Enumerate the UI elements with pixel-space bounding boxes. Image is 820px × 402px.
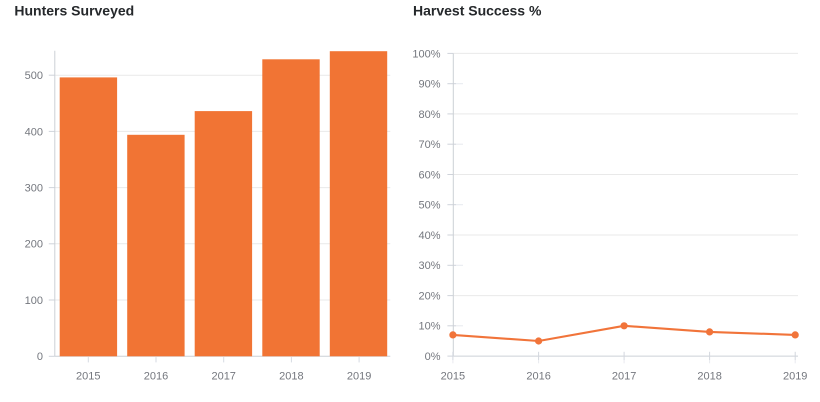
- svg-text:2018: 2018: [279, 370, 303, 382]
- svg-text:0%: 0%: [425, 351, 441, 363]
- svg-text:2015: 2015: [441, 370, 465, 382]
- svg-text:0: 0: [37, 351, 43, 363]
- svg-text:2017: 2017: [211, 370, 235, 382]
- svg-text:2015: 2015: [76, 370, 100, 382]
- svg-text:20%: 20%: [418, 291, 440, 303]
- svg-text:40%: 40%: [418, 230, 440, 242]
- svg-text:50%: 50%: [418, 200, 440, 212]
- svg-text:100: 100: [25, 295, 43, 307]
- svg-text:60%: 60%: [418, 169, 440, 181]
- svg-text:2016: 2016: [526, 370, 550, 382]
- svg-text:70%: 70%: [418, 139, 440, 151]
- svg-text:30%: 30%: [418, 260, 440, 272]
- svg-text:2018: 2018: [697, 370, 721, 382]
- svg-text:2017: 2017: [612, 370, 636, 382]
- svg-text:100%: 100%: [412, 48, 440, 60]
- svg-text:Harvest Success %: Harvest Success %: [413, 3, 542, 19]
- svg-text:10%: 10%: [418, 321, 440, 333]
- svg-text:2019: 2019: [783, 370, 807, 382]
- svg-text:2016: 2016: [144, 370, 168, 382]
- svg-text:80%: 80%: [418, 109, 440, 121]
- svg-text:Hunters Surveyed: Hunters Surveyed: [14, 3, 134, 19]
- svg-text:400: 400: [25, 126, 43, 138]
- svg-text:90%: 90%: [418, 79, 440, 91]
- svg-text:500: 500: [25, 70, 43, 82]
- svg-text:200: 200: [25, 239, 43, 251]
- svg-text:2019: 2019: [347, 370, 371, 382]
- svg-text:300: 300: [25, 183, 43, 195]
